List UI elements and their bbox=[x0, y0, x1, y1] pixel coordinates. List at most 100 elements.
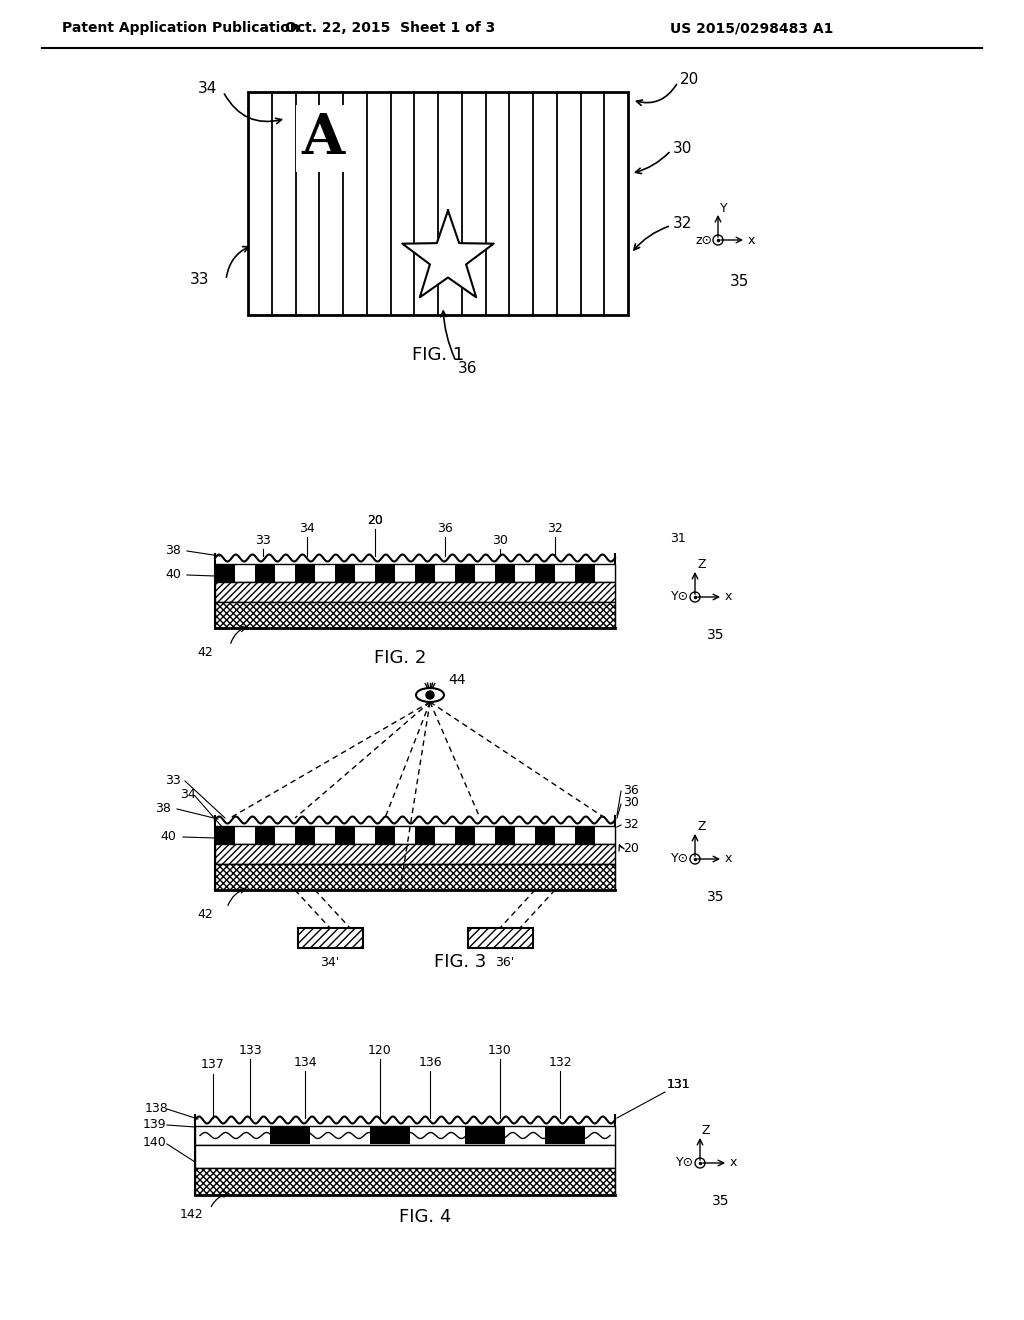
Text: 33: 33 bbox=[165, 774, 181, 787]
Bar bbox=[215, 602, 615, 628]
Bar bbox=[415, 826, 435, 843]
Text: FIG. 2: FIG. 2 bbox=[374, 649, 426, 667]
Text: 38: 38 bbox=[155, 801, 171, 814]
Text: 40: 40 bbox=[160, 829, 176, 842]
Text: z⊙: z⊙ bbox=[695, 234, 712, 247]
Text: 35: 35 bbox=[707, 890, 725, 904]
Bar bbox=[468, 928, 534, 948]
Text: 30: 30 bbox=[673, 141, 692, 156]
Text: 140: 140 bbox=[143, 1137, 167, 1150]
Text: 142: 142 bbox=[180, 1209, 204, 1221]
Text: 131: 131 bbox=[667, 1078, 690, 1092]
Bar bbox=[495, 826, 515, 843]
Text: 32: 32 bbox=[673, 216, 692, 231]
Bar bbox=[295, 565, 315, 582]
Text: 20: 20 bbox=[680, 73, 699, 87]
Text: 34: 34 bbox=[299, 521, 314, 535]
Text: 139: 139 bbox=[143, 1118, 167, 1130]
Text: x: x bbox=[730, 1156, 737, 1170]
Text: 40: 40 bbox=[165, 568, 181, 581]
Text: 34: 34 bbox=[198, 81, 217, 96]
Text: 131: 131 bbox=[667, 1078, 690, 1092]
Bar bbox=[375, 826, 395, 843]
Text: 33: 33 bbox=[190, 272, 210, 288]
Bar bbox=[415, 565, 435, 582]
Text: 35: 35 bbox=[730, 275, 750, 289]
Text: 34': 34' bbox=[321, 956, 340, 969]
Text: x: x bbox=[725, 590, 732, 603]
Bar bbox=[535, 565, 555, 582]
Text: 35: 35 bbox=[707, 628, 725, 642]
Text: x: x bbox=[748, 234, 756, 247]
Bar bbox=[248, 92, 628, 315]
Text: 136: 136 bbox=[418, 1056, 441, 1068]
Bar bbox=[215, 843, 615, 865]
Text: 132: 132 bbox=[548, 1056, 571, 1068]
Text: 20: 20 bbox=[367, 513, 383, 527]
Text: Z: Z bbox=[697, 558, 706, 572]
Bar bbox=[335, 565, 355, 582]
Bar bbox=[295, 826, 315, 843]
Text: 130: 130 bbox=[488, 1044, 512, 1056]
Text: A: A bbox=[301, 111, 344, 166]
Bar bbox=[255, 826, 275, 843]
Text: 120: 120 bbox=[368, 1044, 392, 1056]
Text: Z: Z bbox=[702, 1125, 711, 1138]
Bar bbox=[335, 826, 355, 843]
Text: 31: 31 bbox=[670, 532, 686, 544]
Bar bbox=[465, 1127, 505, 1144]
Bar bbox=[195, 1144, 615, 1168]
Text: 42: 42 bbox=[197, 908, 213, 921]
Text: FIG. 4: FIG. 4 bbox=[398, 1208, 452, 1226]
Bar bbox=[545, 1127, 585, 1144]
Bar bbox=[375, 565, 395, 582]
Bar bbox=[215, 582, 615, 602]
Bar bbox=[575, 826, 595, 843]
Bar bbox=[270, 1127, 310, 1144]
Bar bbox=[215, 826, 234, 843]
Text: US 2015/0298483 A1: US 2015/0298483 A1 bbox=[670, 21, 834, 36]
Text: 32: 32 bbox=[547, 521, 563, 535]
Bar bbox=[215, 564, 615, 582]
Text: 44: 44 bbox=[449, 673, 466, 686]
Bar bbox=[215, 826, 615, 843]
Bar bbox=[455, 826, 475, 843]
Text: Y⊙: Y⊙ bbox=[671, 590, 689, 603]
Bar bbox=[195, 1168, 615, 1195]
Circle shape bbox=[426, 690, 434, 700]
Bar bbox=[455, 565, 475, 582]
Text: 36: 36 bbox=[458, 360, 477, 376]
Text: 38: 38 bbox=[165, 544, 181, 557]
Text: Patent Application Publication: Patent Application Publication bbox=[62, 21, 300, 36]
Bar bbox=[370, 1127, 410, 1144]
Text: 133: 133 bbox=[239, 1044, 262, 1056]
Text: 134: 134 bbox=[293, 1056, 316, 1068]
Bar bbox=[495, 565, 515, 582]
Text: 35: 35 bbox=[712, 1195, 729, 1208]
Bar bbox=[195, 1126, 615, 1144]
Text: 34: 34 bbox=[180, 788, 196, 801]
Text: 36: 36 bbox=[623, 784, 639, 796]
Text: 137: 137 bbox=[201, 1059, 225, 1072]
Text: Z: Z bbox=[697, 821, 706, 833]
Text: 20: 20 bbox=[367, 513, 383, 527]
Bar bbox=[575, 565, 595, 582]
Text: Y: Y bbox=[720, 202, 728, 214]
Bar bbox=[255, 565, 275, 582]
Polygon shape bbox=[402, 210, 494, 297]
Bar bbox=[215, 865, 615, 890]
Text: 30: 30 bbox=[623, 796, 639, 809]
Bar bbox=[298, 928, 362, 948]
Bar bbox=[215, 565, 234, 582]
Text: 30: 30 bbox=[493, 533, 508, 546]
Text: 36: 36 bbox=[437, 521, 453, 535]
Text: FIG. 3: FIG. 3 bbox=[434, 953, 486, 972]
Ellipse shape bbox=[416, 688, 444, 702]
Text: Oct. 22, 2015  Sheet 1 of 3: Oct. 22, 2015 Sheet 1 of 3 bbox=[285, 21, 496, 36]
Text: 20: 20 bbox=[623, 842, 639, 854]
Text: x: x bbox=[725, 853, 732, 866]
Text: 32: 32 bbox=[623, 817, 639, 830]
Text: 42: 42 bbox=[197, 647, 213, 660]
Bar bbox=[535, 826, 555, 843]
Text: Y⊙: Y⊙ bbox=[671, 853, 689, 866]
